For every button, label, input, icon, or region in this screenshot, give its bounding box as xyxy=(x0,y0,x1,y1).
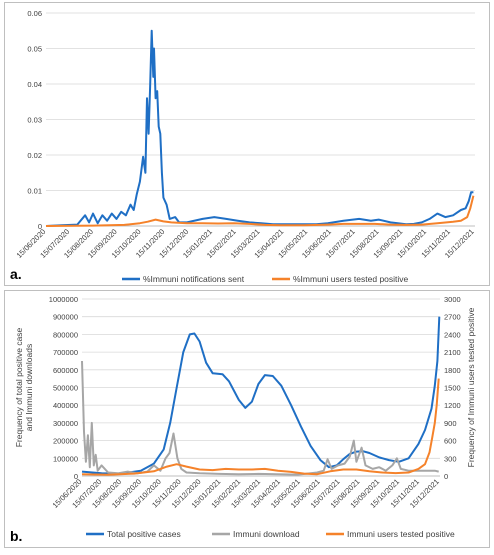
y-tick-label: 0.03 xyxy=(27,116,42,125)
y-tick-label: 700000 xyxy=(53,348,78,357)
y-tick-label: 0 xyxy=(74,472,78,481)
y-tick-label: 0.05 xyxy=(27,45,42,54)
legend-label: %Immuni notifications sent xyxy=(143,274,245,284)
y2-tick-label: 900 xyxy=(444,419,457,428)
chart-a-svg: 00.010.020.030.040.050.0615/06/202015/07… xyxy=(15,9,476,284)
panel-b-frame xyxy=(4,290,490,548)
chart-panel-a: 0 0.01 0.02 0.03 0.04 0.05 0.06 15/06/2020 15/07… xyxy=(4,2,490,286)
y-tick-label: 800000 xyxy=(53,330,78,339)
y2-tick-label: 600 xyxy=(444,437,457,446)
series-line-3 xyxy=(81,378,440,476)
y-tick-label: 0.06 xyxy=(27,9,42,18)
y2-tick-label: 2700 xyxy=(444,313,461,322)
y2-tick-label: 1200 xyxy=(444,401,461,410)
y-tick-label: 0.04 xyxy=(27,80,42,89)
y-tick-label: 200000 xyxy=(53,437,78,446)
y2-axis-title: Frequency of Immuni users tested positiv… xyxy=(466,307,476,467)
y-tick-label: 0.01 xyxy=(27,187,42,196)
series-line-2 xyxy=(45,195,475,227)
y-axis-title-line: Frequency of total positive case xyxy=(14,327,24,447)
y2-tick-label: 1500 xyxy=(444,384,461,393)
y2-tick-label: 1800 xyxy=(444,366,461,375)
y2-tick-label: 3000 xyxy=(444,295,461,304)
y-tick-label: 100000 xyxy=(53,454,78,463)
series-line-2 xyxy=(81,360,439,476)
y2-tick-label: 0 xyxy=(444,472,448,481)
y-tick-label: 900000 xyxy=(53,313,78,322)
legend-label: Total positive cases xyxy=(107,529,181,539)
y-tick-label: 0.02 xyxy=(27,151,42,160)
y-tick-label: 300000 xyxy=(53,419,78,428)
legend-label: %Immuni users tested positive xyxy=(293,274,409,284)
y-tick-label: 600000 xyxy=(53,366,78,375)
y-tick-label: 1000000 xyxy=(49,295,78,304)
chart-panel-b: 0 100000 200000 300000 400000 500000 600000 700… xyxy=(0,288,494,550)
y-axis-title-line: and Immuni downloads xyxy=(24,344,34,431)
panel-a-frame xyxy=(4,2,490,286)
y2-tick-label: 300 xyxy=(444,454,457,463)
legend-label: Immuni download xyxy=(233,529,300,539)
panel-b-label: b. xyxy=(10,528,23,544)
y-tick-label: 400000 xyxy=(53,401,78,410)
chart-b-svg: 0 100000 200000 300000 400000 500000 600000 700… xyxy=(14,295,476,539)
y-tick-label: 500000 xyxy=(53,384,78,393)
y2-tick-label: 2400 xyxy=(444,330,461,339)
y2-tick-label: 2100 xyxy=(444,348,461,357)
legend-label: Immuni users tested positive xyxy=(347,529,455,539)
panel-a-label: a. xyxy=(10,266,22,282)
y-tick-label: 0 xyxy=(38,222,42,231)
